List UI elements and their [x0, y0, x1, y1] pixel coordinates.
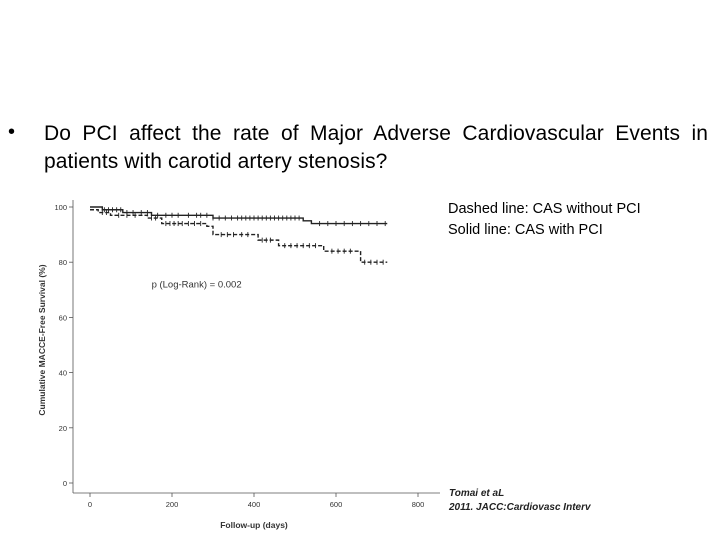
x-axis-label: Follow-up (days): [220, 520, 288, 530]
citation-line-journal: 2011. JACC:Cardiovasc Interv: [449, 502, 591, 513]
citation-line-authors: Tomai et aL: [449, 488, 505, 499]
x-tick-label: 200: [166, 500, 179, 509]
note-line-dashed: Dashed line: CAS without PCI: [448, 201, 641, 217]
y-tick-label: 0: [63, 479, 67, 488]
curve-without-pci: [90, 209, 388, 263]
y-axis-label: Cumulative MACCE-Free Survival (%): [37, 264, 47, 415]
x-tick-label: 600: [330, 500, 343, 509]
y-tick-label: 80: [59, 258, 67, 267]
note-line-solid: Solid line: CAS with PCI: [448, 222, 603, 238]
y-tick-label: 100: [54, 203, 67, 212]
y-tick-label: 40: [59, 369, 67, 378]
x-tick-label: 800: [412, 500, 425, 509]
y-tick-label: 60: [59, 313, 67, 322]
legend-note: Dashed line: CAS without PCI Solid line:…: [448, 199, 641, 241]
curve-with-pci: [90, 206, 388, 225]
x-tick-label: 0: [88, 500, 92, 509]
x-tick-label: 400: [248, 500, 261, 509]
p-value-annotation: p (Log-Rank) = 0.002: [152, 279, 242, 290]
bullet-question: Do PCI affect the rate of Major Adverse …: [44, 122, 708, 173]
bullet-icon: •: [8, 121, 16, 143]
y-tick-label: 20: [59, 424, 67, 433]
citation: Tomai et aL 2011. JACC:Cardiovasc Interv: [449, 487, 591, 515]
